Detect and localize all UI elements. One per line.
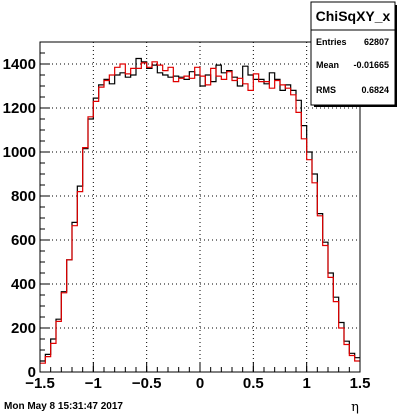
stats-entries-value: 62807 (364, 37, 389, 47)
stats-mean-label: Mean (316, 60, 339, 70)
x-tick-label: 0.5 (243, 375, 264, 392)
x-tick-label: −1 (85, 375, 102, 392)
y-tick-label: 1400 (3, 56, 36, 73)
stats-box-shadow-right (395, 5, 397, 107)
stats-entries-label: Entries (316, 37, 347, 47)
x-tick-label: −0.5 (132, 375, 162, 392)
x-tick-label: −1.5 (25, 375, 55, 392)
y-tick-label: 600 (11, 232, 36, 249)
histogram-series (40, 57, 360, 364)
timestamp: Mon May 8 15:31:47 2017 (4, 401, 123, 412)
y-tick-label: 200 (11, 320, 36, 337)
y-tick-label: 1000 (3, 144, 36, 161)
y-tick-label: 0 (28, 364, 36, 381)
stats-rms-value: 0.6824 (361, 85, 389, 95)
x-tick-label: 0 (196, 375, 204, 392)
axis-tick-labels: −1.5 −1 −0.5 0 0.5 1 1.5 0 200 400 600 800 1000 1200 1… (3, 56, 371, 392)
stats-box: ChiSqXY_x Entries 62807 Mean -0.01665 RM… (310, 1, 397, 107)
y-tick-label: 800 (11, 188, 36, 205)
x-axis-title: η (351, 400, 359, 414)
x-tick-label: 1 (302, 375, 310, 392)
y-tick-label: 400 (11, 276, 36, 293)
stats-mean-value: -0.01665 (353, 60, 389, 70)
stats-box-frame (310, 1, 396, 106)
plot-grid (40, 42, 360, 372)
stats-box-shadow-bottom (314, 105, 397, 107)
y-tick-label: 1200 (3, 100, 36, 117)
x-tick-label: 1.5 (350, 375, 371, 392)
axis-ticks (39, 41, 361, 373)
stats-box-title: ChiSqXY_x (316, 8, 391, 24)
histogram-series-1 (40, 61, 360, 364)
stats-rms-label: RMS (316, 85, 336, 95)
